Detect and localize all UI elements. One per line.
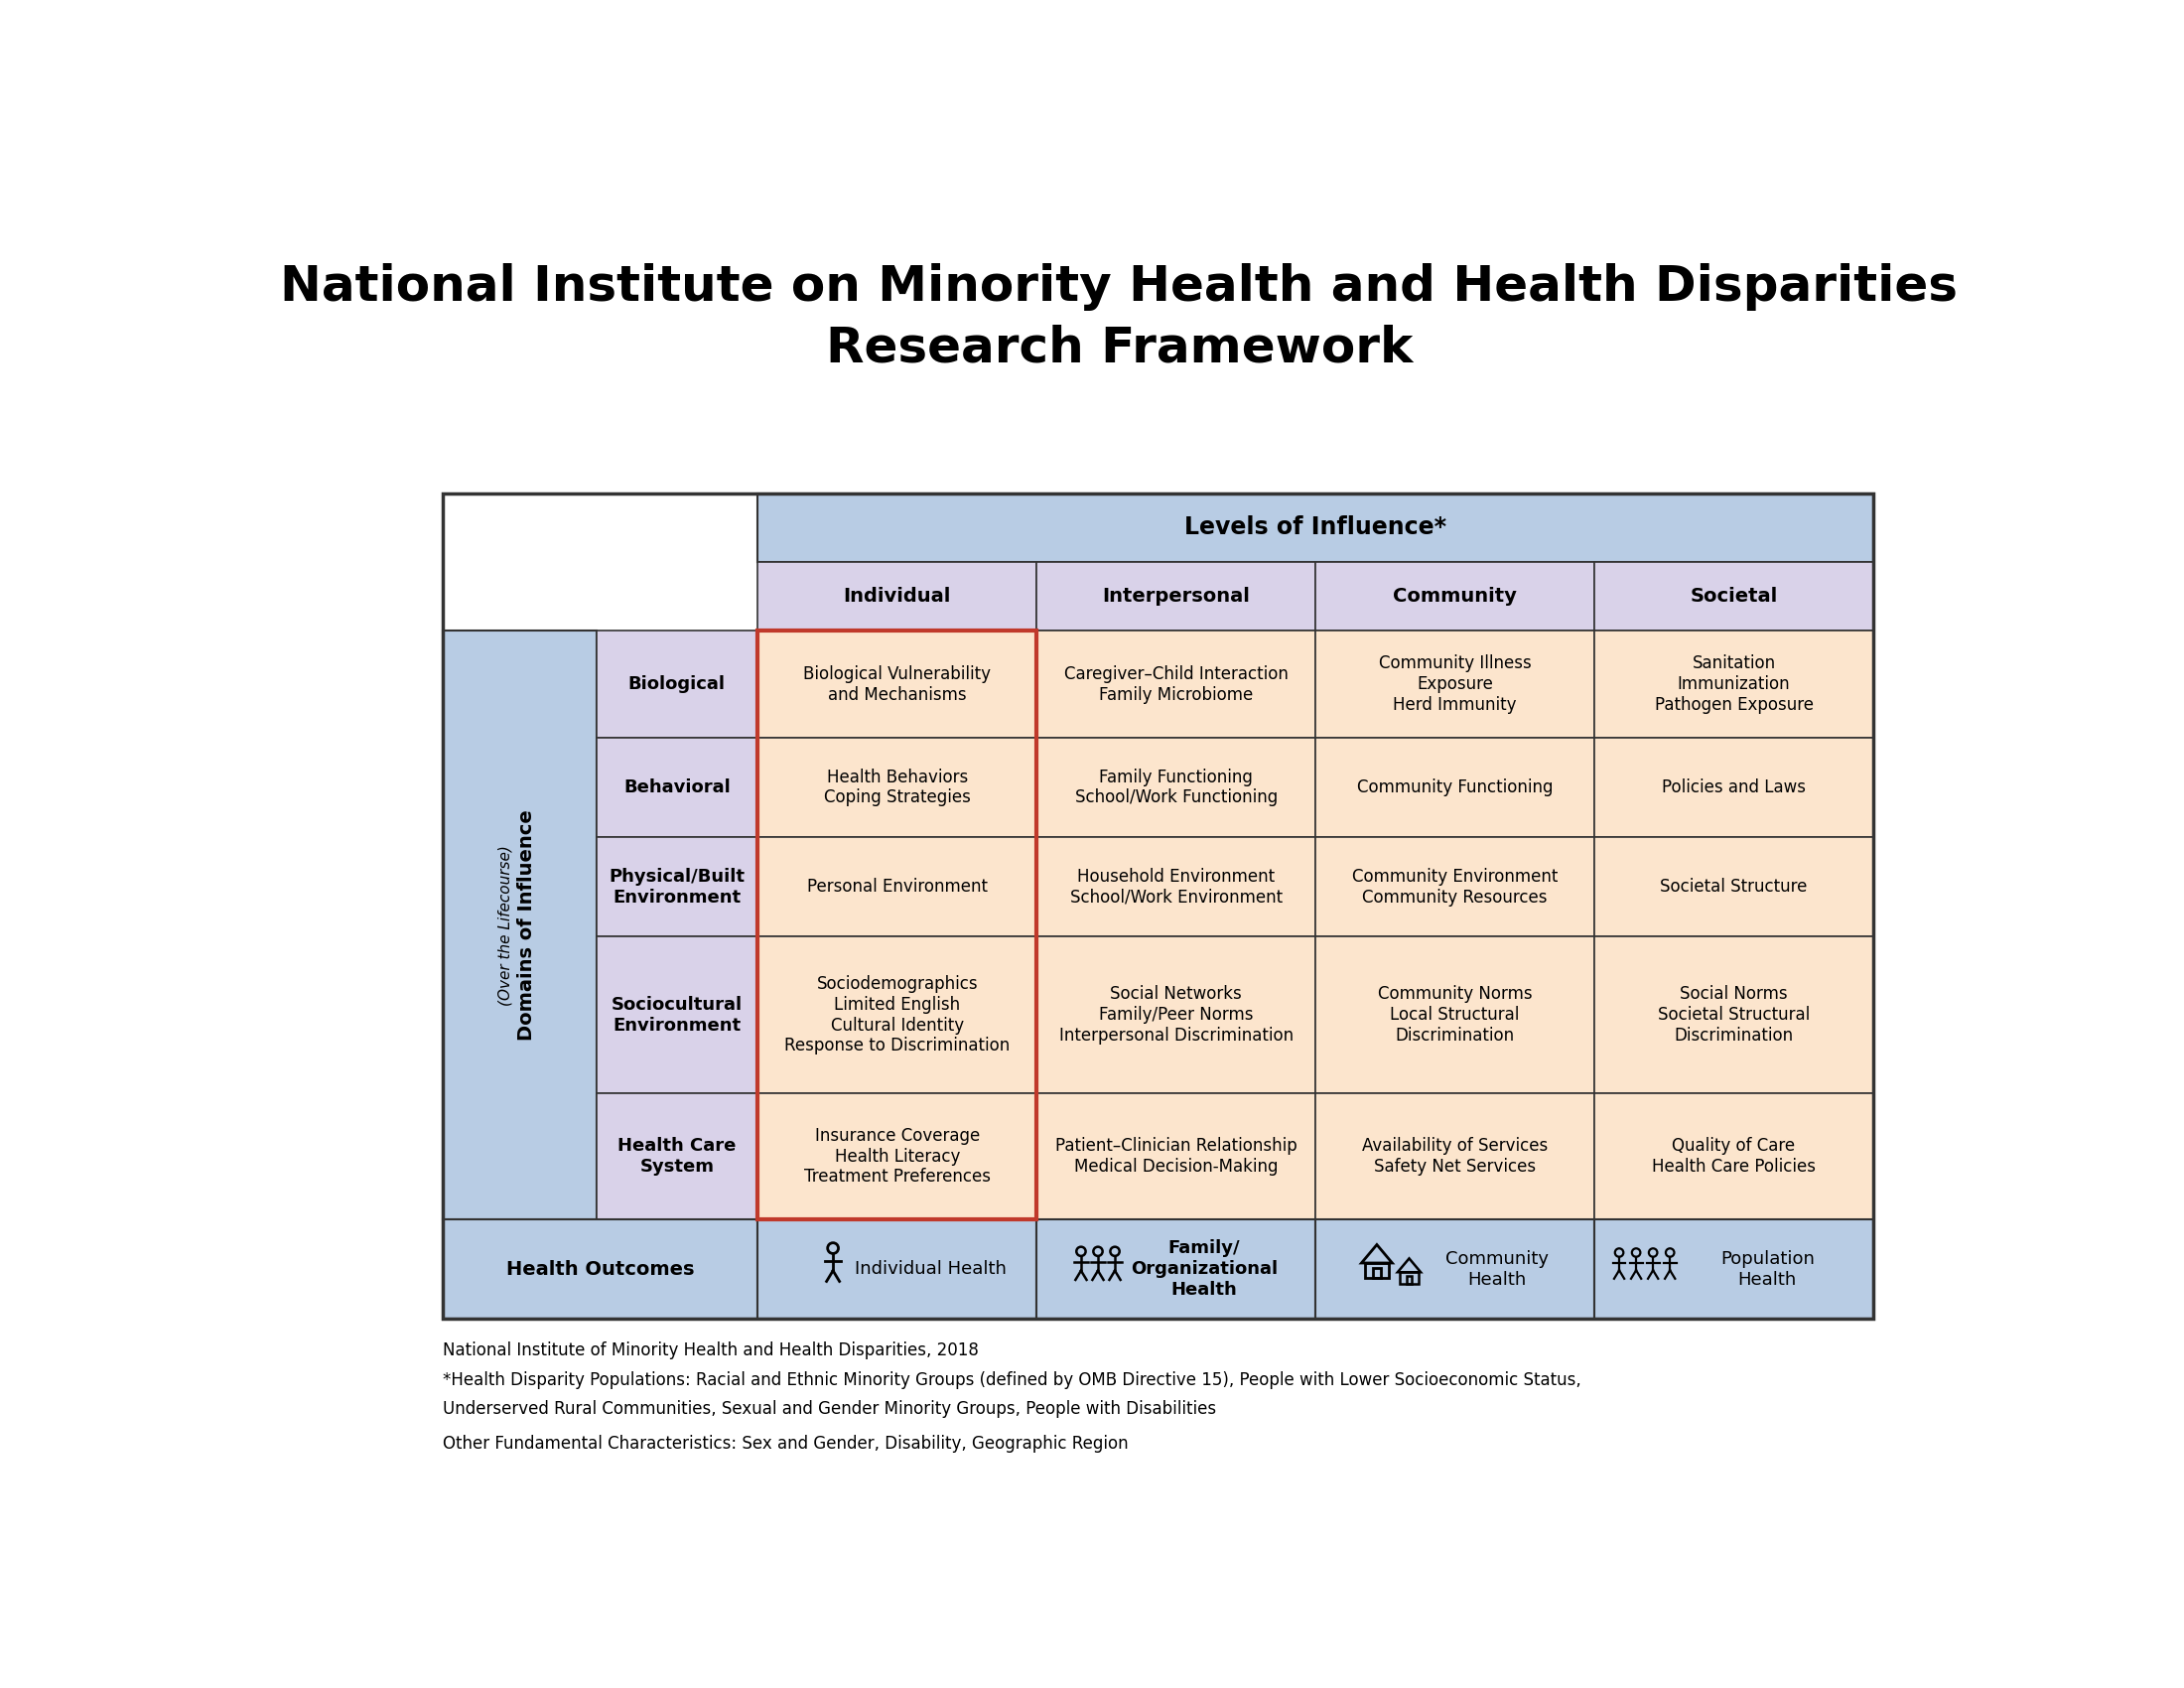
Bar bbox=[1315, 837, 1594, 937]
Bar bbox=[758, 1094, 1037, 1219]
Text: Community Norms
Local Structural
Discrimination: Community Norms Local Structural Discrim… bbox=[1378, 986, 1533, 1045]
Text: Biological: Biological bbox=[629, 675, 725, 694]
Text: Sociodemographics
Limited English
Cultural Identity
Response to Discrimination: Sociodemographics Limited English Cultur… bbox=[784, 976, 1009, 1055]
Bar bbox=[1400, 1273, 1417, 1283]
Text: Levels of Influence*: Levels of Influence* bbox=[1184, 515, 1446, 540]
Text: (Over the Lifecourse): (Over the Lifecourse) bbox=[498, 844, 513, 1006]
Text: Quality of Care
Health Care Policies: Quality of Care Health Care Policies bbox=[1651, 1138, 1815, 1175]
Bar bbox=[758, 837, 1037, 937]
Bar bbox=[758, 631, 1037, 1219]
Text: Community Functioning: Community Functioning bbox=[1356, 778, 1553, 797]
Bar bbox=[1594, 937, 1874, 1094]
Bar bbox=[441, 1219, 758, 1318]
Bar bbox=[1037, 937, 1315, 1094]
Text: Research Framework: Research Framework bbox=[826, 324, 1413, 371]
Text: Insurance Coverage
Health Literacy
Treatment Preferences: Insurance Coverage Health Literacy Treat… bbox=[804, 1128, 992, 1187]
Bar bbox=[758, 493, 1874, 562]
Text: Social Networks
Family/Peer Norms
Interpersonal Discrimination: Social Networks Family/Peer Norms Interp… bbox=[1059, 986, 1293, 1045]
Text: Health Outcomes: Health Outcomes bbox=[507, 1259, 695, 1278]
Text: Interpersonal: Interpersonal bbox=[1103, 587, 1249, 606]
Text: Policies and Laws: Policies and Laws bbox=[1662, 778, 1806, 797]
Text: Physical/Built
Environment: Physical/Built Environment bbox=[609, 868, 745, 906]
Bar bbox=[758, 937, 1037, 1094]
Text: Societal: Societal bbox=[1690, 587, 1778, 606]
Bar bbox=[596, 631, 758, 738]
Bar bbox=[1594, 562, 1874, 631]
Text: Societal Structure: Societal Structure bbox=[1660, 878, 1808, 896]
Bar bbox=[758, 1219, 1037, 1318]
Bar bbox=[1037, 562, 1315, 631]
Text: Family Functioning
School/Work Functioning: Family Functioning School/Work Functioni… bbox=[1075, 768, 1278, 807]
Bar bbox=[1315, 562, 1594, 631]
Text: Social Norms
Societal Structural
Discrimination: Social Norms Societal Structural Discrim… bbox=[1658, 986, 1811, 1045]
Bar bbox=[1365, 1263, 1389, 1278]
Bar bbox=[1594, 1219, 1874, 1318]
Text: Sanitation
Immunization
Pathogen Exposure: Sanitation Immunization Pathogen Exposur… bbox=[1655, 655, 1813, 714]
Text: Patient–Clinician Relationship
Medical Decision-Making: Patient–Clinician Relationship Medical D… bbox=[1055, 1138, 1297, 1175]
Text: Individual Health: Individual Health bbox=[854, 1261, 1007, 1278]
Bar bbox=[1037, 738, 1315, 837]
Bar bbox=[1374, 1268, 1380, 1278]
Bar bbox=[1037, 1219, 1315, 1318]
Bar bbox=[1315, 1094, 1594, 1219]
Bar bbox=[596, 738, 758, 837]
Text: Health Care
System: Health Care System bbox=[618, 1138, 736, 1175]
Text: Community Environment
Community Resources: Community Environment Community Resource… bbox=[1352, 868, 1557, 906]
Bar bbox=[1315, 738, 1594, 837]
Bar bbox=[758, 738, 1037, 837]
Text: Availability of Services
Safety Net Services: Availability of Services Safety Net Serv… bbox=[1363, 1138, 1548, 1175]
Text: Underserved Rural Communities, Sexual and Gender Minority Groups, People with Di: Underserved Rural Communities, Sexual an… bbox=[441, 1399, 1216, 1418]
Text: Behavioral: Behavioral bbox=[622, 778, 729, 797]
Bar bbox=[441, 493, 1874, 1318]
Text: Population
Health: Population Health bbox=[1721, 1249, 1815, 1288]
Text: Domains of Influence: Domains of Influence bbox=[518, 810, 537, 1040]
Text: Community: Community bbox=[1393, 587, 1518, 606]
Text: Community Illness
Exposure
Herd Immunity: Community Illness Exposure Herd Immunity bbox=[1378, 655, 1531, 714]
Bar bbox=[1315, 631, 1594, 738]
Bar bbox=[1406, 1276, 1413, 1283]
Bar bbox=[596, 937, 758, 1094]
Bar bbox=[758, 631, 1037, 738]
Text: Other Fundamental Characteristics: Sex and Gender, Disability, Geographic Region: Other Fundamental Characteristics: Sex a… bbox=[441, 1435, 1127, 1453]
Text: Personal Environment: Personal Environment bbox=[806, 878, 987, 896]
Text: Caregiver–Child Interaction
Family Microbiome: Caregiver–Child Interaction Family Micro… bbox=[1064, 665, 1289, 704]
Bar bbox=[1594, 738, 1874, 837]
Text: National Institute of Minority Health and Health Disparities, 2018: National Institute of Minority Health an… bbox=[441, 1342, 978, 1359]
Bar bbox=[596, 1094, 758, 1219]
Bar bbox=[1315, 937, 1594, 1094]
Bar bbox=[1037, 837, 1315, 937]
Bar bbox=[596, 837, 758, 937]
Text: *Health Disparity Populations: Racial and Ethnic Minority Groups (defined by OMB: *Health Disparity Populations: Racial an… bbox=[441, 1371, 1581, 1389]
Bar bbox=[1037, 1094, 1315, 1219]
Bar bbox=[1594, 837, 1874, 937]
Text: Household Environment
School/Work Environment: Household Environment School/Work Enviro… bbox=[1070, 868, 1282, 906]
Text: Individual: Individual bbox=[843, 587, 950, 606]
Text: Family/
Organizational
Health: Family/ Organizational Health bbox=[1131, 1239, 1278, 1298]
Text: Biological Vulnerability
and Mechanisms: Biological Vulnerability and Mechanisms bbox=[804, 665, 992, 704]
Text: Community
Health: Community Health bbox=[1446, 1249, 1548, 1288]
Bar bbox=[1594, 1094, 1874, 1219]
Bar bbox=[1594, 631, 1874, 738]
Bar bbox=[1037, 631, 1315, 738]
Text: National Institute on Minority Health and Health Disparities: National Institute on Minority Health an… bbox=[280, 263, 1959, 311]
Bar bbox=[758, 562, 1037, 631]
Text: Health Behaviors
Coping Strategies: Health Behaviors Coping Strategies bbox=[823, 768, 970, 807]
Bar bbox=[1315, 1219, 1594, 1318]
Text: Sociocultural
Environment: Sociocultural Environment bbox=[612, 996, 743, 1035]
Bar bbox=[441, 631, 596, 1219]
